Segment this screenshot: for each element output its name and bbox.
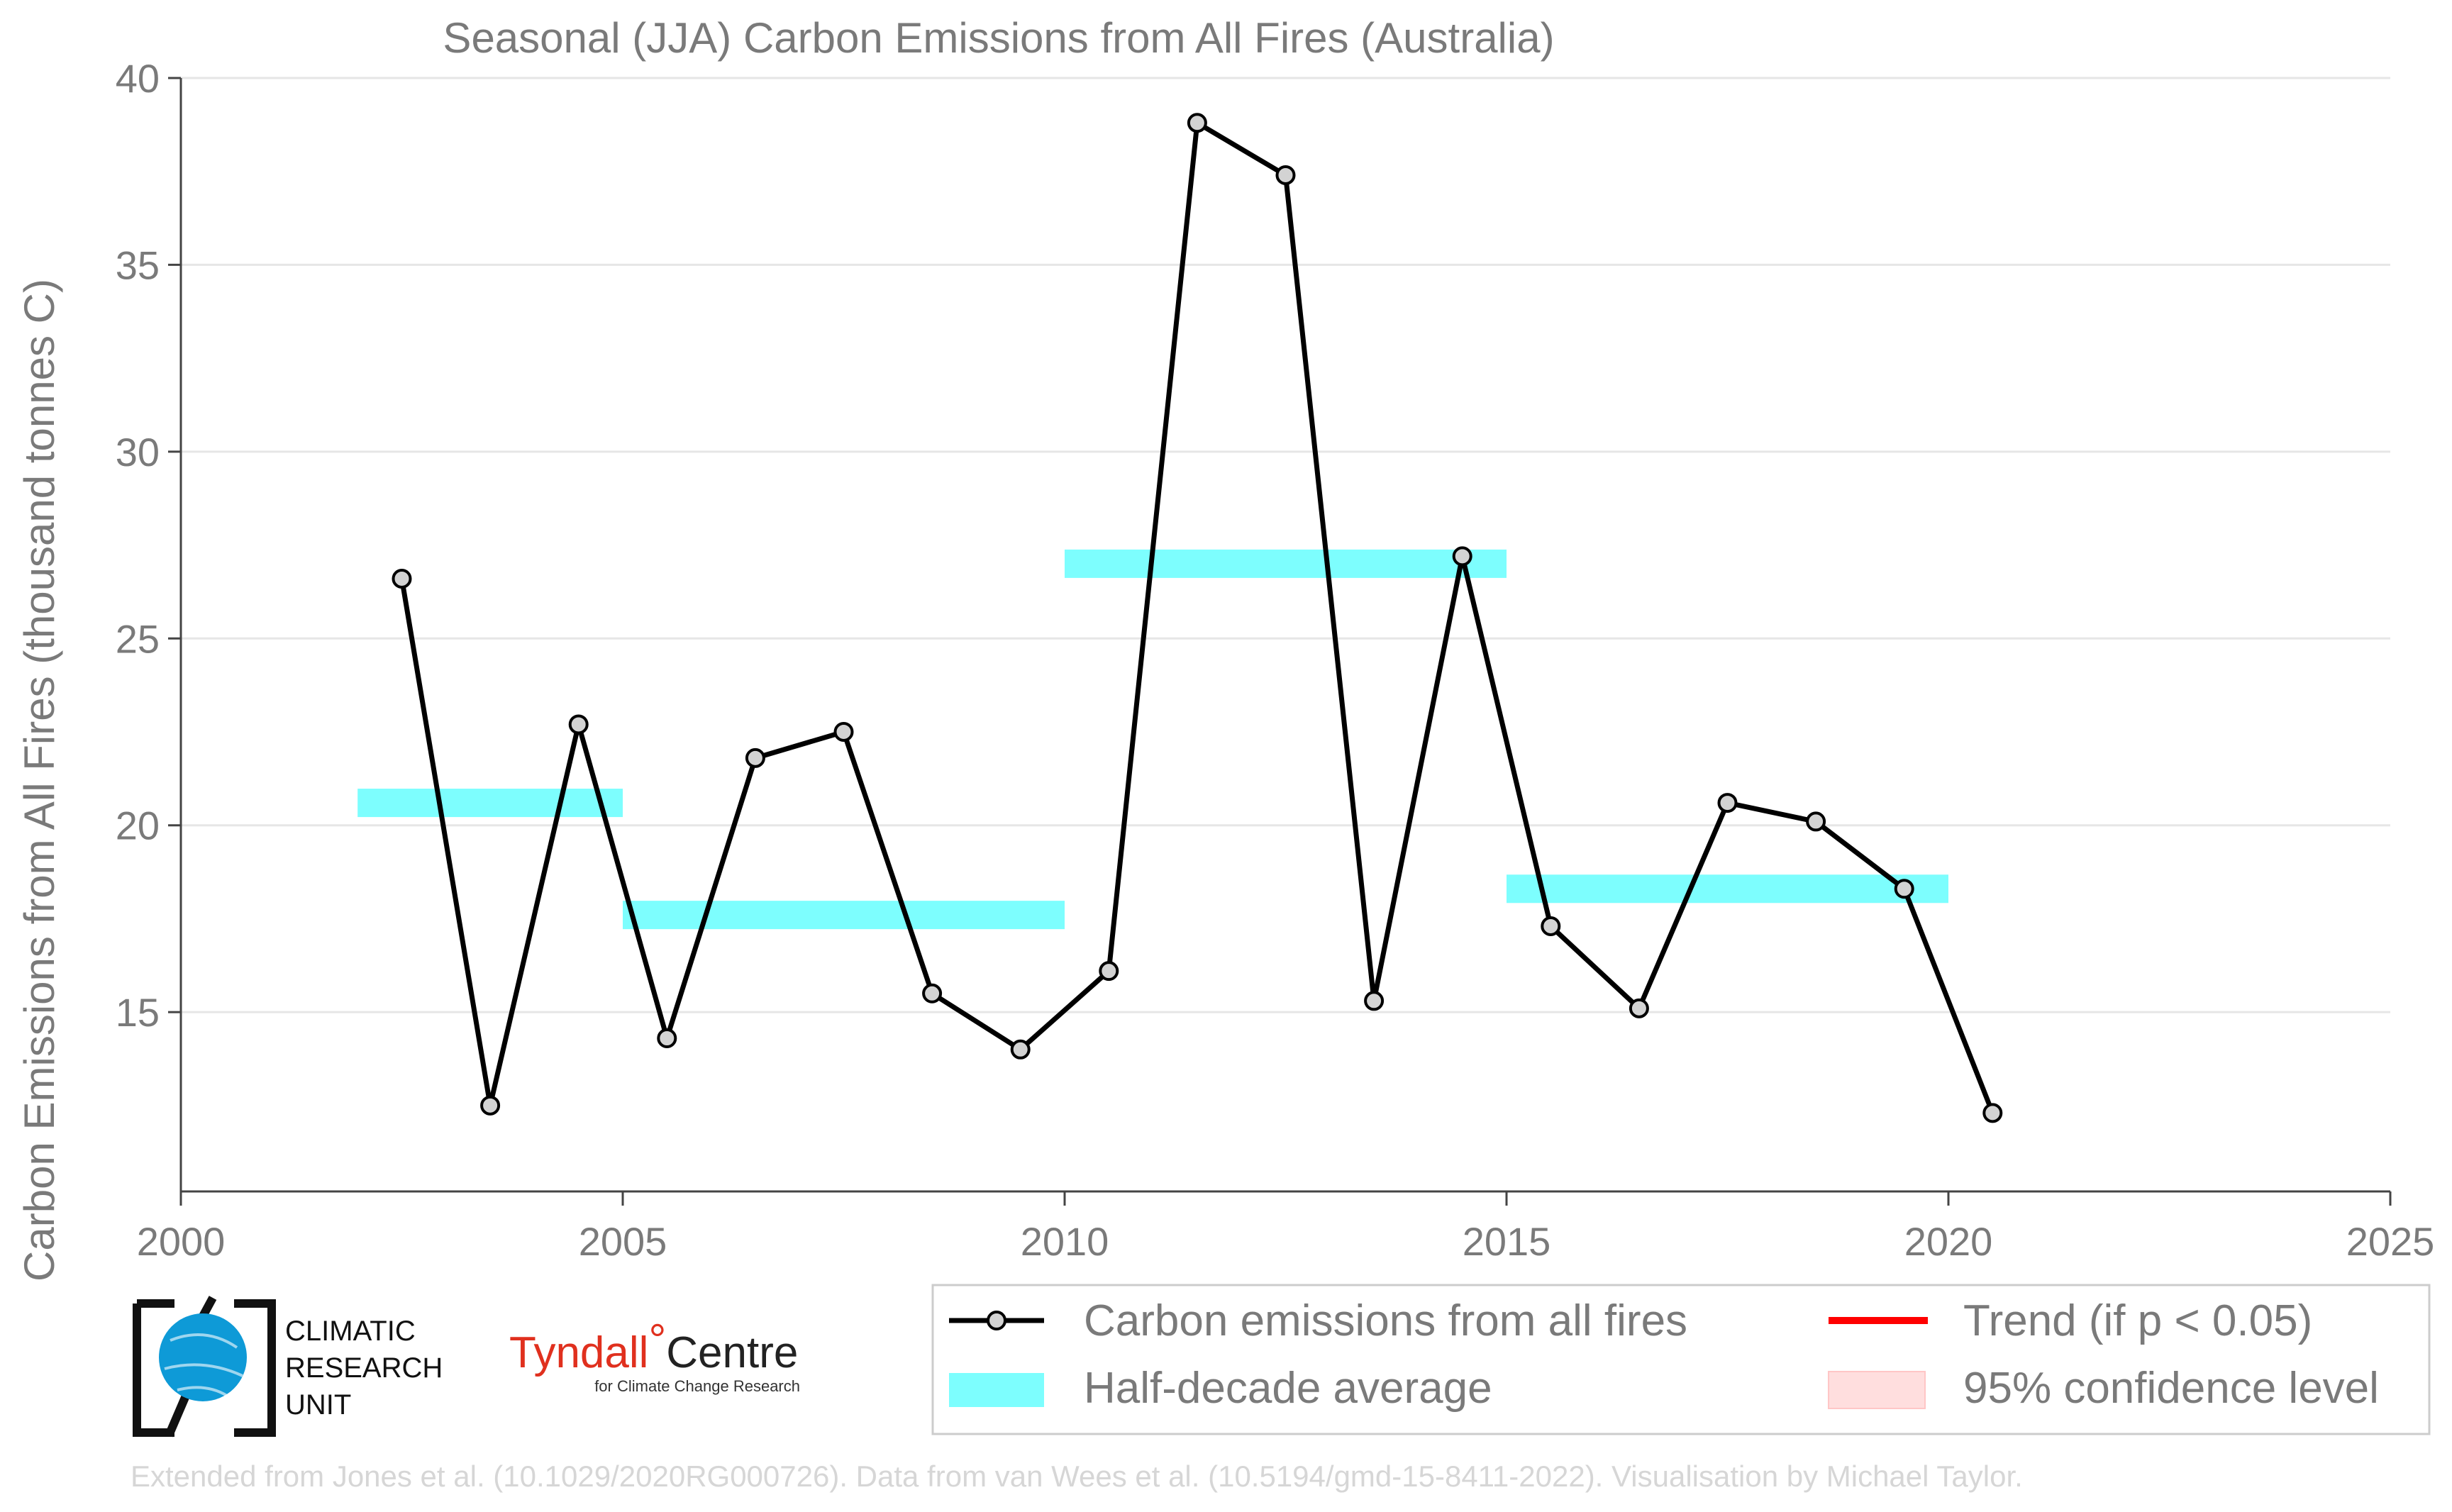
data-point bbox=[1364, 991, 1385, 1011]
data-point bbox=[480, 1095, 501, 1116]
tyndall-logo: Tyndall°Centre for Climate Change Resear… bbox=[509, 1316, 800, 1395]
y-tick-label: 15 bbox=[116, 990, 160, 1035]
gridlines bbox=[181, 77, 2390, 1013]
half-decade-average-bar bbox=[1507, 874, 1948, 904]
y-tick-label: 40 bbox=[116, 56, 160, 101]
emissions-line bbox=[399, 120, 1995, 1114]
y-tick-label: 20 bbox=[116, 804, 160, 848]
half-decade-average-bar bbox=[1065, 549, 1507, 578]
x-tick-label: 2025 bbox=[2346, 1219, 2435, 1264]
y-axis-label: Carbon Emissions from All Fires (thousan… bbox=[16, 279, 63, 1282]
chart-title: Seasonal (JJA) Carbon Emissions from All… bbox=[443, 14, 1554, 62]
legend-label-confidence: 95% confidence level bbox=[1963, 1364, 2379, 1413]
half-decade-average-bar bbox=[623, 901, 1065, 930]
y-tick-label: 30 bbox=[116, 430, 160, 474]
legend-item-half-decade: Half-decade average bbox=[949, 1364, 1492, 1413]
x-tick-label: 2020 bbox=[1904, 1219, 1993, 1264]
tyndall-subtitle: for Climate Change Research bbox=[594, 1377, 800, 1395]
legend-item-emissions: Carbon emissions from all fires bbox=[949, 1296, 1687, 1345]
x-tick-label: 2000 bbox=[137, 1219, 226, 1264]
data-point bbox=[392, 568, 412, 589]
data-point bbox=[1982, 1103, 2003, 1123]
data-point bbox=[1629, 998, 1649, 1018]
data-point bbox=[1894, 879, 1914, 899]
data-point bbox=[745, 747, 765, 768]
data-point bbox=[1187, 113, 1207, 133]
globe-icon bbox=[159, 1313, 247, 1401]
data-point bbox=[1275, 165, 1296, 185]
legend-item-trend: Trend (if p < 0.05) bbox=[1829, 1296, 2312, 1345]
data-point bbox=[1717, 793, 1738, 813]
legend: Carbon emissions from all fires Trend (i… bbox=[931, 1284, 2431, 1435]
cru-line-1: CLIMATIC bbox=[285, 1316, 416, 1347]
cru-line-2: RESEARCH bbox=[285, 1352, 443, 1384]
data-markers bbox=[392, 113, 2003, 1123]
series-carbon-emissions bbox=[399, 120, 1995, 1114]
data-point bbox=[1099, 961, 1119, 982]
legend-label-half-decade: Half-decade average bbox=[1084, 1364, 1492, 1413]
y-tick-label: 35 bbox=[116, 243, 160, 287]
half-decade-average-bar bbox=[357, 789, 623, 818]
data-point bbox=[568, 714, 589, 735]
legend-label-trend: Trend (if p < 0.05) bbox=[1963, 1296, 2312, 1345]
data-point bbox=[1541, 916, 1561, 936]
half-decade-average-bands bbox=[357, 549, 1948, 930]
x-tick-label: 2015 bbox=[1463, 1219, 1551, 1264]
tyndall-wordmark: Tyndall°Centre bbox=[509, 1316, 798, 1377]
x-tick-label: 2010 bbox=[1021, 1219, 1109, 1264]
data-point bbox=[657, 1028, 677, 1048]
x-tick-label: 2005 bbox=[579, 1219, 667, 1264]
legend-item-confidence: 95% confidence level bbox=[1828, 1364, 2379, 1413]
legend-label-emissions: Carbon emissions from all fires bbox=[1084, 1296, 1687, 1345]
data-point bbox=[1452, 546, 1472, 567]
data-point bbox=[922, 983, 943, 1004]
footer-credit: Extended from Jones et al. (10.1029/2020… bbox=[131, 1460, 2023, 1493]
y-tick-label: 25 bbox=[116, 616, 160, 661]
data-point bbox=[833, 721, 854, 742]
data-point bbox=[1010, 1039, 1031, 1060]
cru-line-3: UNIT bbox=[285, 1389, 351, 1421]
data-point bbox=[1806, 811, 1826, 832]
cru-logo: CLIMATIC RESEARCH UNIT bbox=[133, 1296, 443, 1438]
